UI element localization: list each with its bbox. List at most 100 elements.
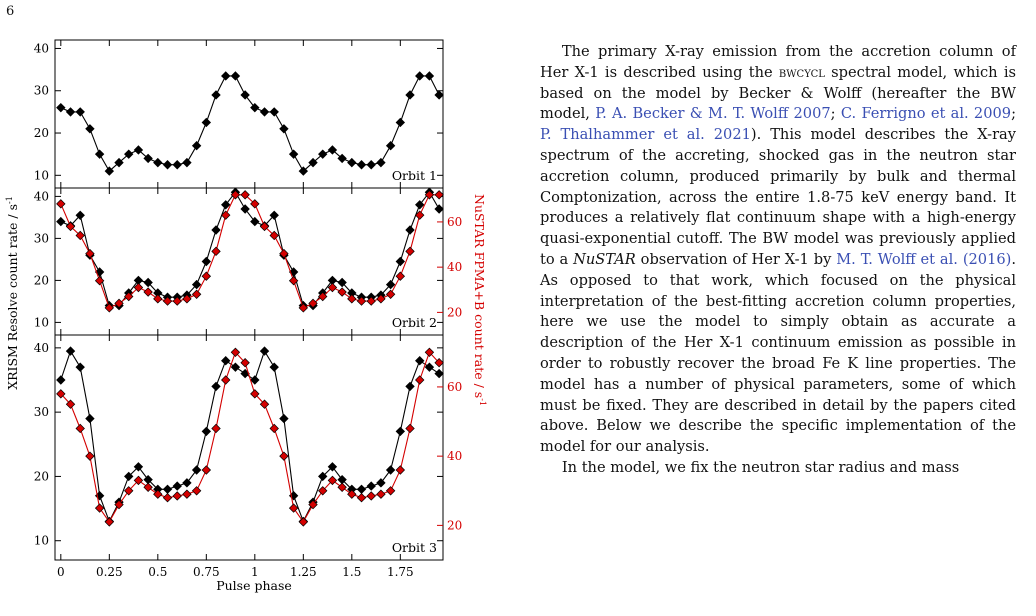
x-tick-label: 1.5 — [342, 565, 361, 579]
xrism-data-point — [415, 200, 425, 210]
nustar-data-point — [191, 289, 202, 299]
xrism-data-point — [133, 145, 144, 155]
nustar-data-point — [172, 296, 182, 306]
xrism-data-point — [385, 465, 396, 475]
xrism-data-point — [327, 462, 338, 472]
left-tick-label: 30 — [34, 405, 49, 419]
nustar-data-point — [366, 491, 376, 501]
xrism-data-point — [191, 279, 202, 290]
citation-link[interactable]: P. Thalhammer et al. 2021 — [540, 126, 751, 144]
xrism-data-point — [376, 157, 386, 168]
nustar-data-point — [211, 246, 221, 257]
nustar-data-point — [56, 389, 66, 399]
nustar-data-point — [211, 423, 221, 434]
nustar-data-point — [337, 287, 347, 297]
xrism-data-point — [415, 356, 425, 366]
nustar-data-point — [153, 489, 163, 499]
nustar-data-point — [221, 375, 231, 385]
xrism-data-point — [424, 71, 435, 81]
citation-link[interactable]: M. T. Wolff et al. (2016) — [836, 250, 1012, 268]
xrism-data-point — [230, 71, 241, 81]
xrism-series-line — [60, 75, 440, 172]
body-text: The primary X-ray emission from the accr… — [540, 42, 1016, 479]
xrism-data-point — [75, 107, 85, 117]
nustar-data-point — [182, 294, 192, 304]
nustar-data-point — [405, 246, 415, 257]
nustar-data-point — [415, 375, 425, 385]
xrism-series-line — [60, 191, 440, 307]
nustar-data-point — [133, 475, 144, 486]
nustar-data-point — [94, 503, 105, 513]
x-tick-label: 1.25 — [290, 565, 317, 579]
left-tick-label: 10 — [34, 534, 49, 548]
xrism-data-point — [56, 375, 66, 385]
nustar-series-line — [60, 194, 440, 309]
y-right-axis-label: NuSTAR FPMA+B count rate / s-1 — [472, 194, 487, 406]
nustar-data-point — [366, 296, 376, 306]
nustar-data-point — [376, 489, 386, 499]
xrism-data-point — [172, 160, 182, 170]
nustar-data-point — [240, 190, 250, 200]
xrism-data-point — [182, 157, 192, 168]
xrism-data-point — [337, 153, 347, 164]
xrism-data-point — [298, 166, 309, 176]
xrism-data-point — [434, 90, 444, 100]
nustar-data-point — [56, 199, 66, 209]
x-axis-label: Pulse phase — [216, 578, 292, 593]
xrism-data-point — [143, 153, 153, 164]
xrism-data-point — [366, 481, 376, 491]
nustar-data-point — [279, 451, 289, 461]
panel-frame — [54, 187, 444, 336]
nustar-data-point — [434, 190, 444, 200]
xrism-data-point — [56, 216, 66, 227]
xrism-data-point — [395, 426, 406, 437]
nustar-data-point — [201, 271, 212, 281]
xrism-data-point — [85, 124, 95, 134]
nustar-data-point — [143, 287, 153, 297]
xrism-data-point — [56, 102, 66, 113]
xrism-data-point — [385, 279, 396, 290]
nustar-data-point — [85, 248, 95, 259]
xrism-data-point — [201, 117, 212, 128]
right-tick-label: 60 — [447, 380, 462, 394]
citation-link[interactable]: P. A. Becker & M. T. Wolff 2007 — [595, 105, 831, 123]
xrism-data-point — [162, 484, 173, 494]
xrism-data-point — [415, 71, 425, 81]
xrism-data-point — [75, 210, 85, 220]
nustar-data-point — [298, 303, 309, 313]
xrism-data-point — [75, 362, 85, 372]
nustar-data-point — [114, 499, 124, 510]
x-tick-label: 0.75 — [193, 565, 220, 579]
nustar-data-point — [75, 423, 85, 434]
nustar-series-line — [60, 351, 440, 523]
left-tick-label: 20 — [34, 126, 49, 140]
nustar-data-point — [405, 423, 415, 434]
nustar-data-point — [318, 291, 328, 302]
xrism-data-point — [250, 102, 260, 113]
xrism-data-point — [240, 204, 250, 214]
paragraph-2: In the model, we fix the neutron star ra… — [561, 458, 960, 476]
xrism-data-point — [366, 160, 376, 170]
citation-link[interactable]: C. Ferrigno et al. 2009 — [840, 105, 1012, 123]
xrism-data-point — [133, 462, 144, 472]
xrism-data-point — [356, 160, 367, 170]
model-name: bwcycl — [778, 63, 825, 81]
paragraph-1: The primary X-ray emission from the accr… — [540, 43, 1016, 456]
nustar-data-point — [221, 210, 231, 220]
xrism-data-point — [211, 225, 221, 235]
xrism-data-point — [143, 277, 153, 288]
x-tick-label: 0.5 — [148, 565, 167, 579]
xrism-data-point — [318, 149, 328, 159]
left-tick-label: 40 — [34, 189, 49, 203]
nustar-data-point — [424, 347, 435, 358]
right-tick-label: 40 — [447, 449, 462, 463]
xrism-data-point — [318, 471, 328, 482]
nustar-data-point — [65, 221, 76, 232]
nustar-data-point — [337, 482, 347, 493]
nustar-data-point — [104, 517, 115, 527]
xrism-data-point — [201, 426, 212, 437]
xrism-data-point — [385, 141, 396, 151]
nustar-data-point — [395, 271, 406, 281]
nustar-data-point — [162, 296, 173, 306]
right-tick-label: 60 — [447, 215, 462, 229]
